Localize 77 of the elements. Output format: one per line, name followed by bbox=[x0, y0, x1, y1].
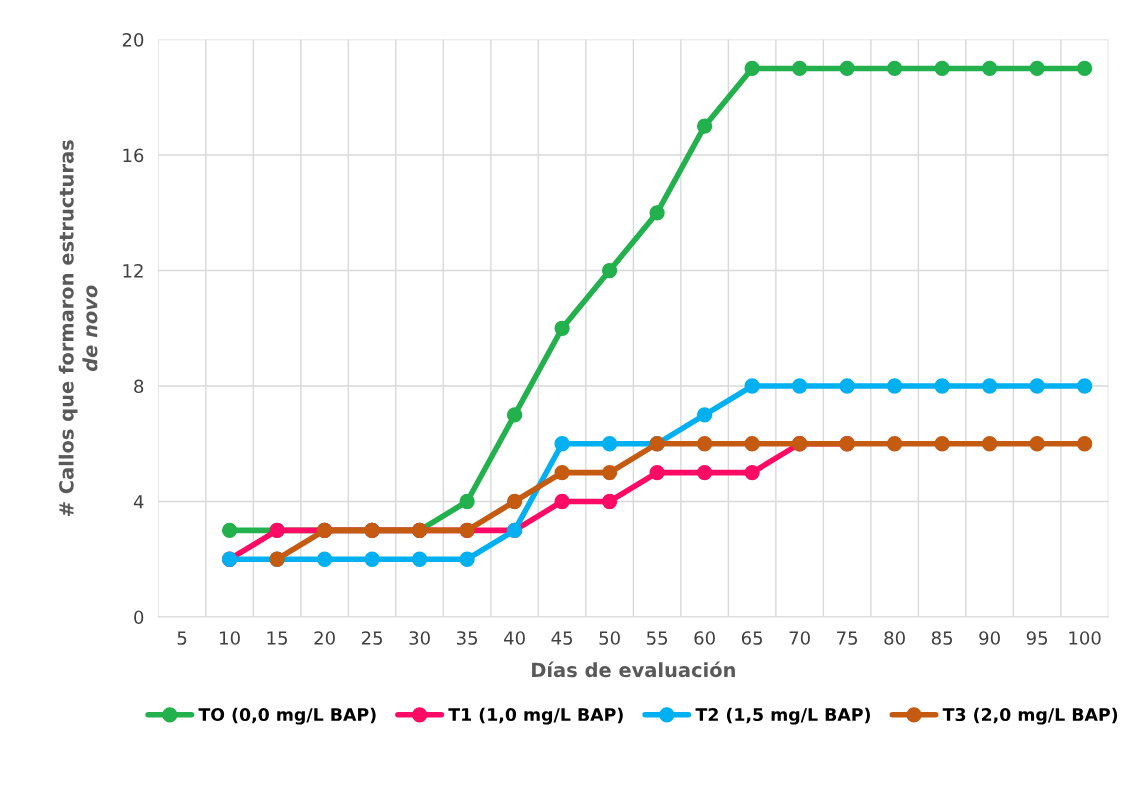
point bbox=[696, 436, 713, 452]
x-tick-label: 25 bbox=[361, 631, 383, 645]
point bbox=[1076, 60, 1093, 77]
point bbox=[554, 320, 570, 336]
point bbox=[981, 60, 998, 77]
x-tick-label: 35 bbox=[456, 631, 478, 645]
point bbox=[934, 378, 950, 394]
y-tick-label: 12 bbox=[123, 263, 143, 278]
point bbox=[316, 551, 333, 567]
point bbox=[886, 378, 903, 394]
point bbox=[744, 436, 760, 452]
x-tick-label: 30 bbox=[409, 631, 430, 645]
point bbox=[934, 436, 950, 452]
point bbox=[1076, 378, 1093, 394]
legend-label: T1 (1,0 mg/L BAP) bbox=[448, 707, 623, 725]
point bbox=[791, 378, 808, 394]
x-tick-label: 100 bbox=[1069, 631, 1101, 645]
point bbox=[886, 60, 903, 77]
point bbox=[601, 493, 618, 510]
x-tick-label: 5 bbox=[177, 631, 187, 645]
point bbox=[744, 60, 760, 77]
point bbox=[696, 464, 713, 481]
point bbox=[696, 118, 713, 134]
point bbox=[221, 522, 238, 539]
point bbox=[649, 464, 665, 481]
point bbox=[1076, 436, 1093, 452]
y-tick-label: 20 bbox=[122, 33, 144, 47]
point bbox=[554, 464, 570, 481]
x-tick-label: 15 bbox=[267, 631, 288, 645]
x-tick-label: 85 bbox=[931, 631, 953, 645]
x-tick-label: 90 bbox=[979, 631, 1000, 645]
x-tick-label: 95 bbox=[1026, 631, 1048, 645]
point bbox=[1029, 378, 1045, 394]
point bbox=[601, 262, 618, 279]
point bbox=[744, 464, 760, 481]
point bbox=[459, 493, 475, 510]
point bbox=[981, 378, 998, 394]
x-tick-label: 75 bbox=[837, 631, 858, 645]
point bbox=[601, 464, 618, 481]
x-tick-label: 55 bbox=[647, 631, 668, 645]
point bbox=[839, 378, 855, 394]
legend-label: T3 (2,0 mg/L BAP) bbox=[942, 707, 1118, 725]
point bbox=[1029, 436, 1045, 452]
x-tick-label: 40 bbox=[504, 631, 525, 645]
x-tick-label: 60 bbox=[694, 631, 715, 645]
point bbox=[364, 551, 380, 567]
point bbox=[554, 493, 570, 510]
point bbox=[744, 378, 760, 394]
x-tick-label: 70 bbox=[789, 631, 810, 645]
x-tick-label: 80 bbox=[884, 631, 905, 645]
legend-label: TO (0,0 mg/L BAP) bbox=[198, 707, 376, 725]
y-tick-label: 8 bbox=[134, 379, 144, 394]
x-tick-label: 50 bbox=[599, 631, 620, 645]
x-tick-label: 20 bbox=[314, 631, 335, 645]
y-axis-title: # Callos que formaron estructuras de novo bbox=[58, 140, 98, 516]
point bbox=[1029, 60, 1045, 77]
point bbox=[981, 436, 998, 452]
y-tick-label: 16 bbox=[123, 148, 144, 163]
point bbox=[649, 205, 665, 221]
point bbox=[601, 436, 618, 452]
point bbox=[934, 60, 950, 77]
point bbox=[791, 60, 808, 77]
x-axis-title: Días de evaluación bbox=[532, 661, 735, 678]
point bbox=[554, 436, 570, 452]
point bbox=[506, 493, 523, 510]
x-tick-label: 10 bbox=[220, 631, 240, 645]
point bbox=[459, 551, 475, 567]
y-tick-label: 4 bbox=[133, 495, 144, 509]
y-tick-label: 0 bbox=[134, 610, 144, 625]
point bbox=[886, 436, 903, 452]
point bbox=[506, 407, 523, 423]
legend-label: T2 (1,5 mg/L BAP) bbox=[695, 707, 870, 725]
x-tick-label: 45 bbox=[551, 631, 573, 645]
point bbox=[411, 551, 428, 567]
x-tick-label: 65 bbox=[741, 631, 763, 645]
point bbox=[839, 60, 855, 77]
point bbox=[696, 407, 713, 423]
